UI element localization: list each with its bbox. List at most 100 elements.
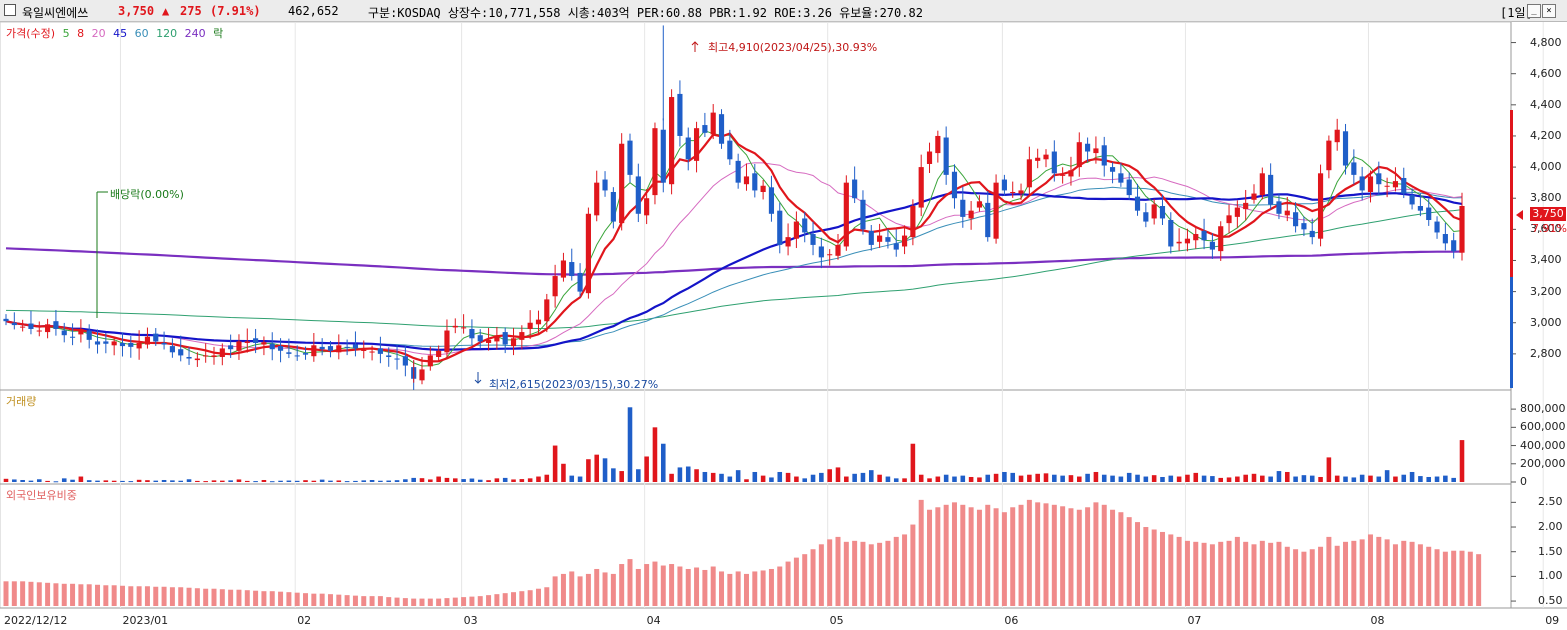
foreign-ratio-bar — [228, 589, 234, 606]
foreign-ratio-bar — [727, 573, 733, 606]
candle-body — [61, 330, 67, 336]
candle-body — [1051, 151, 1057, 174]
volume-bar — [1143, 476, 1149, 482]
legend-ma-45[interactable]: 45 — [113, 27, 128, 40]
candle-body — [735, 160, 741, 183]
foreign-ratio-bar — [70, 583, 76, 606]
volume-legend[interactable]: 거래량 — [6, 395, 37, 408]
candle-body — [544, 299, 550, 322]
candle-body — [20, 326, 26, 328]
foreign-ratio-bar — [111, 585, 117, 606]
foreign-ratio-bar — [20, 581, 26, 606]
legend-ma-120[interactable]: 120 — [156, 27, 178, 40]
foreign-ratio-bar — [702, 569, 708, 606]
volume-bar — [885, 476, 891, 482]
volume-bar — [619, 471, 624, 482]
foreign-ratio-bar — [768, 568, 774, 606]
candle-body — [868, 230, 874, 245]
candle-body — [311, 345, 317, 357]
legend-ma-240[interactable]: 240 — [184, 27, 206, 40]
volume-bar — [652, 427, 658, 482]
volume-bar — [860, 472, 866, 482]
legend-price[interactable]: 가격(수정) — [6, 27, 56, 40]
candle-body — [86, 330, 92, 340]
foreign-ratio-bar — [1143, 527, 1149, 606]
volume-bar — [1318, 476, 1323, 482]
candle-body — [527, 322, 533, 329]
candle-body — [1035, 157, 1041, 161]
foreign-ratio-bar — [1417, 544, 1423, 606]
candle-body — [1226, 215, 1232, 224]
foreign-ratio-bar — [128, 586, 134, 606]
volume-bar — [1076, 476, 1082, 482]
volume-bar — [910, 443, 916, 482]
foreign-ratio-bar — [386, 597, 392, 606]
volume-bar — [95, 480, 100, 482]
foreign-ratio-bar — [394, 597, 400, 606]
legend-ma-20[interactable]: 20 — [91, 27, 106, 40]
foreign-legend[interactable]: 외국인보유비중 — [6, 489, 77, 502]
volume-bar — [328, 480, 333, 482]
foreign-ratio-bar — [1201, 542, 1207, 606]
volume-bar — [1343, 476, 1348, 482]
candle-body — [793, 221, 799, 239]
volume-bar — [1043, 473, 1049, 482]
legend-ma-5[interactable]: 5 — [62, 27, 70, 40]
foreign-ratio-bar — [1018, 504, 1024, 606]
close-icon[interactable]: × — [1542, 4, 1556, 18]
candle-body — [660, 129, 666, 183]
candle-body — [228, 345, 234, 350]
candle-body — [3, 318, 9, 322]
candle-body — [669, 97, 675, 185]
foreign-ratio-bar — [61, 583, 67, 606]
volume-bar — [411, 477, 416, 482]
volume-bar — [993, 473, 999, 482]
volume-bar — [1010, 472, 1016, 482]
volume-bar — [1185, 474, 1190, 482]
candle-body — [1342, 131, 1349, 166]
candle-body — [918, 167, 924, 208]
foreign-ratio-bar — [45, 582, 51, 606]
volume-bar — [702, 471, 708, 482]
volume-bar — [902, 478, 907, 482]
foreign-ratio-bar — [935, 507, 941, 606]
foreign-ratio-bar — [560, 573, 566, 606]
x-tick-label: 2023/01 — [122, 614, 169, 627]
volume-bar — [153, 480, 159, 482]
volume-bar — [261, 479, 267, 482]
candle-body — [1151, 204, 1157, 219]
volume-bar — [3, 478, 9, 482]
foreign-ratio-bar — [186, 587, 192, 606]
volume-bar — [544, 474, 550, 482]
volume-bar — [61, 478, 67, 482]
foreign-ratio-bar — [1359, 539, 1365, 606]
foreign-ratio-bar — [877, 542, 883, 606]
foreign-ratio-bar — [1426, 546, 1432, 606]
candle-body — [211, 355, 217, 357]
foreign-ratio-bar — [519, 591, 525, 606]
foreign-ratio-bar — [885, 540, 891, 606]
volume-bar — [86, 480, 92, 482]
foreign-ratio-bar — [119, 585, 125, 606]
foreign-ratio-bar — [36, 582, 42, 606]
stock-name[interactable]: 육일씨엔에쓰 — [22, 6, 89, 20]
x-tick-label: 07 — [1187, 614, 1202, 627]
legend-ma-60[interactable]: 60 — [134, 27, 149, 40]
foreign-ratio-bar — [1218, 541, 1224, 606]
foreign-ratio-bar — [669, 564, 675, 606]
volume-bar — [602, 458, 608, 482]
foreign-ratio-bar — [552, 576, 558, 606]
legend-lock[interactable]: 락 — [213, 27, 224, 40]
foreign-ratio-bar — [1243, 541, 1249, 606]
legend-ma-8[interactable]: 8 — [77, 27, 85, 40]
candle-body — [28, 323, 34, 329]
price-pointer-icon — [1516, 210, 1523, 220]
stock-code-icon[interactable] — [4, 4, 16, 16]
minimize-icon[interactable]: _ — [1527, 4, 1541, 18]
candle-body — [1209, 241, 1215, 250]
period-selector[interactable]: [1일] — [1500, 6, 1533, 20]
foreign-ratio-bar — [1176, 536, 1182, 606]
foreign-ratio-bar — [1384, 539, 1390, 606]
volume-bar — [852, 473, 857, 482]
foreign-ratio-bar — [1051, 504, 1057, 606]
